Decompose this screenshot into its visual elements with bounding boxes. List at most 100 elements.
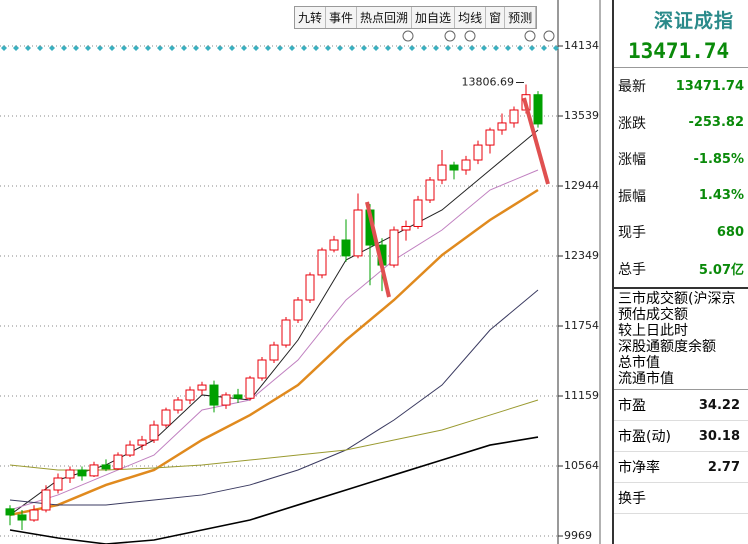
candle-body	[473, 144, 483, 161]
signal-diamond	[157, 45, 163, 51]
candle-body	[197, 384, 207, 391]
signal-diamond	[397, 45, 403, 51]
candle-body	[401, 225, 411, 231]
stat-label: 预估成交额	[618, 307, 688, 323]
signal-diamond	[361, 45, 367, 51]
signal-diamond	[553, 45, 559, 51]
signal-diamond	[13, 45, 19, 51]
signal-diamond	[133, 45, 139, 51]
candle-body	[509, 109, 519, 124]
valuation-label: 市净率	[618, 460, 660, 476]
signal-diamond	[457, 45, 463, 51]
chart: 14134 13539 12944 12349 11754 11159 10564 9969 1…	[0, 0, 601, 544]
signal-diamond	[193, 45, 199, 51]
signal-diamond	[385, 45, 391, 51]
toolbar: 九转 事件 热点回溯 加自选 均线窗预测	[294, 6, 538, 29]
signal-row	[1, 45, 559, 51]
y-tick-label: 12944	[564, 179, 599, 192]
candle-body	[65, 469, 75, 479]
candle-body	[41, 489, 51, 511]
quote-row: 涨幅 -1.85%	[614, 141, 748, 178]
candle-body	[77, 469, 87, 477]
valuation-value: 34.22	[698, 397, 740, 413]
y-tick-label: 10564	[564, 459, 599, 472]
candle-body	[161, 409, 171, 426]
candle-body	[305, 274, 315, 301]
signal-diamond	[289, 45, 295, 51]
candle-body	[53, 477, 63, 491]
chart-tools	[402, 30, 555, 42]
signal-diamond	[97, 45, 103, 51]
toolbar-button[interactable]: 均线	[455, 7, 487, 28]
candle-body	[497, 122, 507, 131]
y-tick-label: 14134	[564, 39, 599, 52]
toolbar-button[interactable]: 热点回溯	[357, 7, 413, 28]
candle-body	[245, 377, 255, 399]
candle-body	[389, 229, 399, 266]
moving-average	[9, 399, 539, 471]
candle-body	[449, 164, 459, 171]
signal-diamond	[409, 45, 415, 51]
toolbar-button[interactable]: 事件	[326, 7, 358, 28]
candle-body	[341, 239, 351, 257]
valuation-row: 市盈 34.22	[614, 390, 748, 421]
quote-panel: 深证成指 13471.74 最新 13471.74 涨跌 -253.82 涨幅 -1.85…	[612, 0, 748, 544]
y-tick-label: 9969	[564, 529, 592, 542]
valuation-label: 市盈(动)	[618, 429, 671, 445]
moving-average	[9, 289, 539, 506]
moving-average	[9, 436, 539, 544]
toolbar-button[interactable]: 加自选	[412, 7, 456, 28]
valuation-value: 30.18	[698, 428, 740, 444]
quote-row: 最新 13471.74	[614, 68, 748, 105]
signal-diamond	[145, 45, 151, 51]
quote-label: 现手	[618, 225, 646, 242]
y-tick-label: 12349	[564, 249, 599, 262]
candle-body	[29, 509, 39, 521]
candle-body	[269, 344, 279, 361]
signal-diamond	[121, 45, 127, 51]
valuation-row: 市净率 2.77	[614, 452, 748, 483]
stat-label: 三市成交额(沪深京	[618, 291, 736, 307]
quote-label: 最新	[618, 79, 646, 96]
toolbar-button[interactable]: 预测	[505, 7, 537, 28]
quote-value: 13471.74	[675, 78, 744, 94]
candle-body	[353, 209, 363, 257]
candle-body	[89, 464, 99, 477]
candle-body	[425, 179, 435, 201]
signal-diamond	[493, 45, 499, 51]
signal-diamond	[301, 45, 307, 51]
signal-diamond	[445, 45, 451, 51]
quote-row: 涨跌 -253.82	[614, 105, 748, 142]
toolbar-button[interactable]: 窗	[486, 7, 506, 28]
signal-diamond	[229, 45, 235, 51]
quote-value: -1.85%	[693, 151, 745, 167]
signal-diamond	[337, 45, 343, 51]
candle-body	[17, 514, 27, 521]
valuation-label: 市盈	[618, 398, 646, 414]
index-price: 13471.74	[614, 33, 748, 68]
quote-value: -253.82	[688, 115, 744, 131]
signal-diamond	[109, 45, 115, 51]
toolbar-button[interactable]: 九转	[295, 7, 327, 28]
high-label: 13806.69	[462, 76, 515, 89]
candle-body	[461, 159, 471, 171]
stat-label: 总市值	[618, 355, 660, 371]
candle-body	[317, 249, 327, 276]
valuation-row: 换手	[614, 483, 748, 514]
signal-diamond	[373, 45, 379, 51]
candle-body	[125, 444, 135, 456]
signal-diamond	[241, 45, 247, 51]
candle-body	[233, 394, 243, 399]
drawn-mark	[522, 97, 550, 185]
signal-diamond	[541, 45, 547, 51]
quote-label: 涨跌	[618, 115, 646, 132]
quote-value: 5.07亿	[698, 263, 744, 279]
valuation-row: 市盈(动) 30.18	[614, 421, 748, 452]
signal-diamond	[505, 45, 511, 51]
y-tick-label: 13539	[564, 109, 599, 122]
valuation-label: 换手	[618, 491, 646, 507]
stats: 三市成交额(沪深京 预估成交额 较上日此时 深股通额度余额 总市值 流通市值	[614, 287, 748, 390]
quote-row: 振幅 1.43%	[614, 178, 748, 215]
signal-diamond	[277, 45, 283, 51]
